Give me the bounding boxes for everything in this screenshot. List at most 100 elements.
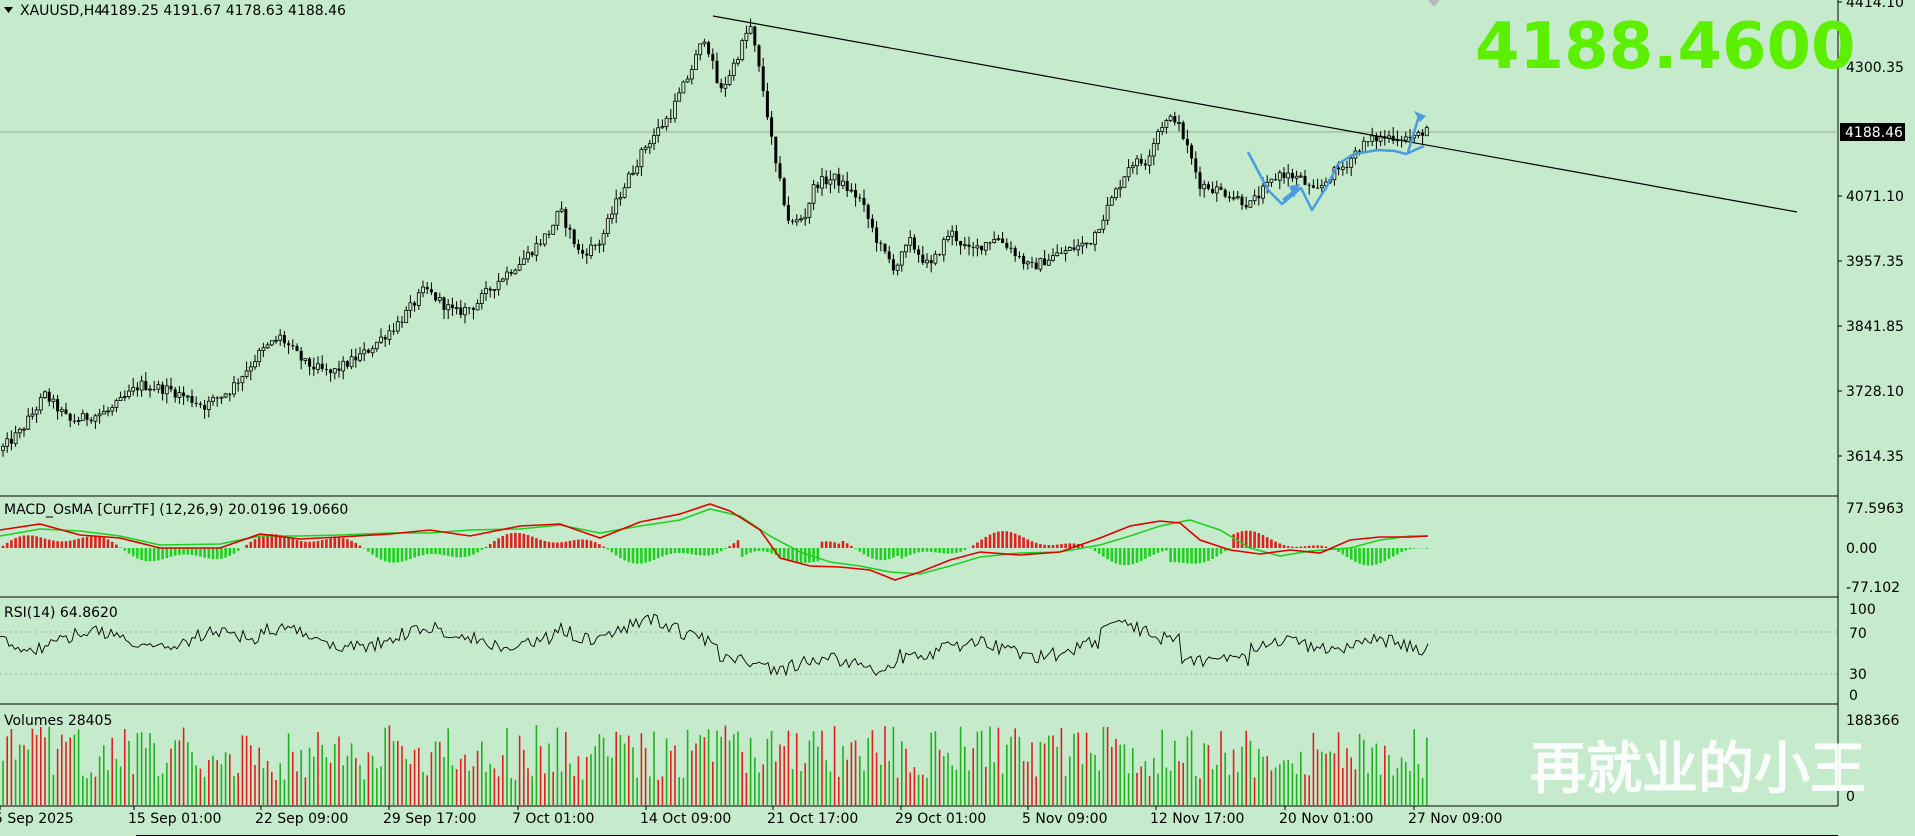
macd-hist-bar: [560, 542, 563, 548]
macd-hist-bar: [904, 548, 908, 557]
macd-hist-bar: [31, 535, 34, 548]
candle-body-up: [673, 100, 677, 119]
macd-hist-bar: [207, 548, 211, 559]
macd-hist-bar: [593, 542, 597, 548]
macd-hist-bar: [1072, 543, 1076, 548]
candle-body-up: [618, 197, 623, 200]
macd-hist-bar: [623, 548, 626, 561]
trendline[interactable]: [712, 15, 1798, 213]
macd-hist-bar: [845, 543, 849, 548]
macd-hist-bar: [257, 536, 261, 548]
candle-body-up: [1025, 261, 1030, 265]
candle-body-up: [811, 184, 816, 204]
candle-body-up: [278, 334, 283, 341]
shift-marker-icon[interactable]: [1428, 0, 1440, 7]
macd-hist-bar: [1148, 548, 1151, 557]
macd-hist-bar: [409, 548, 412, 560]
macd-hist-bar: [761, 548, 765, 552]
arrow-head-icon: [1289, 184, 1300, 198]
macd-hist-bar: [1303, 546, 1307, 548]
dropdown-triangle-icon[interactable]: [4, 7, 13, 13]
rsi-title: RSI(14) 64.8620: [4, 605, 118, 621]
macd-hist-bar: [619, 548, 622, 559]
macd-hist-bar: [698, 548, 702, 556]
macd-hist-bar: [942, 548, 946, 554]
macd-hist-bar: [535, 538, 538, 548]
macd-hist-bar: [572, 540, 576, 548]
candle-body-up: [614, 198, 619, 215]
macd-hist-bar: [610, 548, 614, 553]
candle-body-down: [1072, 247, 1076, 250]
macd-hist-bar: [199, 548, 202, 557]
macd-hist-bar: [329, 538, 332, 548]
macd-hist-bar: [1173, 548, 1177, 563]
trendline-segment: [712, 15, 1798, 213]
candle-body-up: [534, 243, 539, 256]
macd-hist-bar: [1249, 530, 1252, 548]
macd-hist-bar: [115, 544, 118, 548]
macd-hist-bar: [220, 548, 223, 559]
candle-body-up: [605, 217, 610, 234]
candle-body-up: [895, 264, 900, 271]
macd-hist-bar: [186, 548, 190, 555]
candle-body-up: [395, 321, 400, 332]
macd-hist-bar: [400, 548, 404, 562]
candle-body-down: [774, 136, 778, 164]
candle-body-up: [387, 330, 392, 340]
candle-body-down: [866, 204, 870, 219]
macd-hist-bar: [782, 548, 786, 559]
candle-body-down: [56, 399, 60, 412]
candle-body-down: [295, 345, 299, 351]
macd-hist-bar: [463, 548, 467, 558]
macd-hist-bar: [1375, 548, 1378, 565]
price-axis-label: 4414.10: [1846, 0, 1904, 11]
macd-hist-bar: [1139, 548, 1143, 561]
candle-body-up: [1416, 132, 1421, 136]
macd-hist-bar: [925, 548, 929, 552]
macd-hist-bar: [950, 548, 954, 554]
macd-hist-bar: [1131, 548, 1135, 565]
macd-hist-bar: [1026, 539, 1030, 548]
candle-body-up: [43, 391, 47, 398]
candle-body-down: [891, 259, 895, 271]
macd-hist-bar: [1387, 548, 1391, 559]
macd-histogram: [1, 530, 1429, 566]
macd-hist-bar: [1278, 543, 1282, 548]
candle-body-down: [312, 366, 316, 370]
candlestick-series: [1, 18, 1429, 457]
macd-hist-bar: [1005, 531, 1009, 548]
candle-body-down: [770, 117, 774, 137]
macd-hist-bar: [866, 548, 870, 557]
candle-body-up: [59, 409, 64, 412]
candle-body-down: [711, 54, 715, 61]
macd-hist-bar: [68, 540, 72, 548]
candle-body-up: [177, 392, 182, 398]
candle-body-up: [639, 148, 644, 168]
macd-hist-bar: [304, 541, 307, 548]
candle-body-up: [110, 406, 115, 412]
macd-hist-bar: [404, 548, 408, 561]
candle-body-up: [1349, 157, 1354, 168]
macd-hist-bar: [1047, 545, 1051, 548]
macd-hist-bar: [539, 539, 542, 548]
macd-hist-bar: [530, 536, 534, 548]
macd-hist-bar: [14, 538, 17, 548]
candle-body-down: [1303, 176, 1307, 185]
candle-body-up: [610, 213, 614, 219]
candle-body-up: [841, 180, 845, 186]
macd-hist-bar: [325, 539, 328, 548]
candle-body-down: [488, 288, 492, 291]
macd-hist-bar: [971, 545, 975, 548]
pattern-drawing[interactable]: [1246, 111, 1426, 212]
candle-body-up: [122, 396, 127, 398]
candle-body-down: [1219, 186, 1223, 190]
macd-hist-bar: [1030, 541, 1034, 548]
macd-hist-bar: [35, 536, 38, 548]
candle-body-up: [51, 398, 56, 402]
candle-body-up: [101, 411, 106, 415]
time-axis-label: 14 Oct 09:00: [640, 811, 731, 827]
macd-hist-bar: [1097, 548, 1101, 554]
candle-body-up: [677, 92, 682, 102]
